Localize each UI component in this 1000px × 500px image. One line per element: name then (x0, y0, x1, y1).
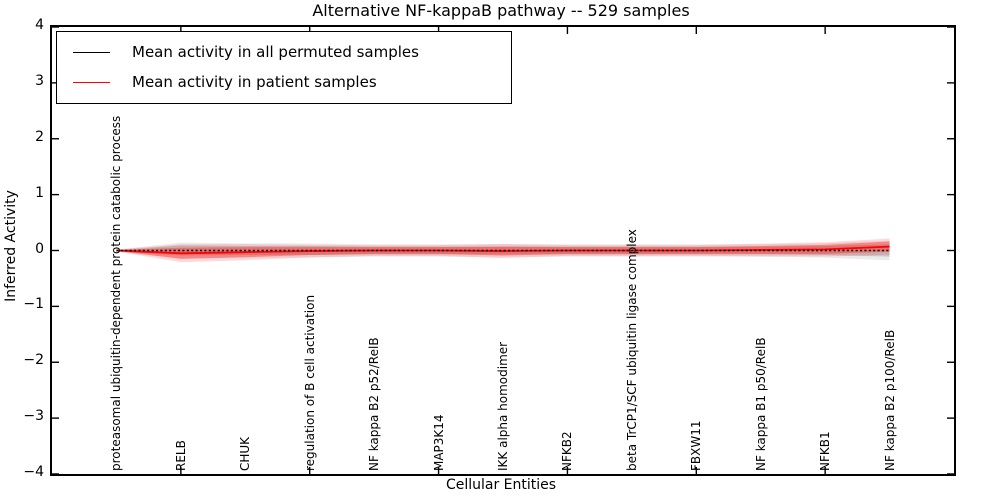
y-tick-label: 0 (35, 240, 44, 257)
entity-label: NF kappa B2 p100/RelB (882, 329, 897, 471)
legend: Mean activity in all permuted samples Me… (56, 31, 512, 104)
entity-label: IKK alpha homodimer (496, 341, 510, 471)
y-tick-label: 2 (35, 128, 44, 145)
entity-label: proteasomal ubiquitin-dependent protein … (109, 115, 124, 471)
entity-label: FBXW11 (689, 420, 704, 472)
entity-label: NFKB1 (818, 431, 833, 471)
x-axis-label: Cellular Entities (445, 477, 557, 493)
y-tick-label: −3 (23, 408, 44, 425)
legend-label-patient: Mean activity in patient samples (132, 73, 377, 91)
legend-label-permuted: Mean activity in all permuted samples (132, 43, 419, 61)
plot-area: proteasomal ubiquitin-dependent protein … (50, 25, 956, 476)
entity-label: beta TrCP1/SCF ubiquitin ligase complex (624, 229, 639, 471)
entity-label: CHUK (238, 436, 253, 471)
y-tick-label: 1 (35, 184, 44, 201)
patient-line-swatch (73, 81, 110, 83)
y-tick-label: 3 (35, 72, 44, 89)
entity-label: NF kappa B1 p50/RelB (753, 337, 768, 471)
y-tick-label: −1 (23, 296, 44, 313)
y-tick-label: −4 (23, 464, 44, 480)
legend-row-permuted: Mean activity in all permuted samples (57, 37, 511, 67)
legend-row-patient: Mean activity in patient samples (57, 67, 511, 97)
chart-canvas (52, 27, 954, 474)
entity-label: NFKB2 (560, 431, 575, 471)
entity-label: MAP3K14 (431, 414, 446, 471)
entity-label: RELB (173, 440, 188, 471)
entity-label: regulation of B cell activation (302, 294, 317, 471)
y-tick-label: −2 (23, 352, 44, 369)
permuted-line-swatch (73, 51, 110, 53)
chart-title: Alternative NF-kappaB pathway -- 529 sam… (312, 1, 690, 20)
entity-label: NF kappa B2 p52/RelB (367, 337, 382, 471)
y-tick-label: 4 (35, 17, 44, 33)
